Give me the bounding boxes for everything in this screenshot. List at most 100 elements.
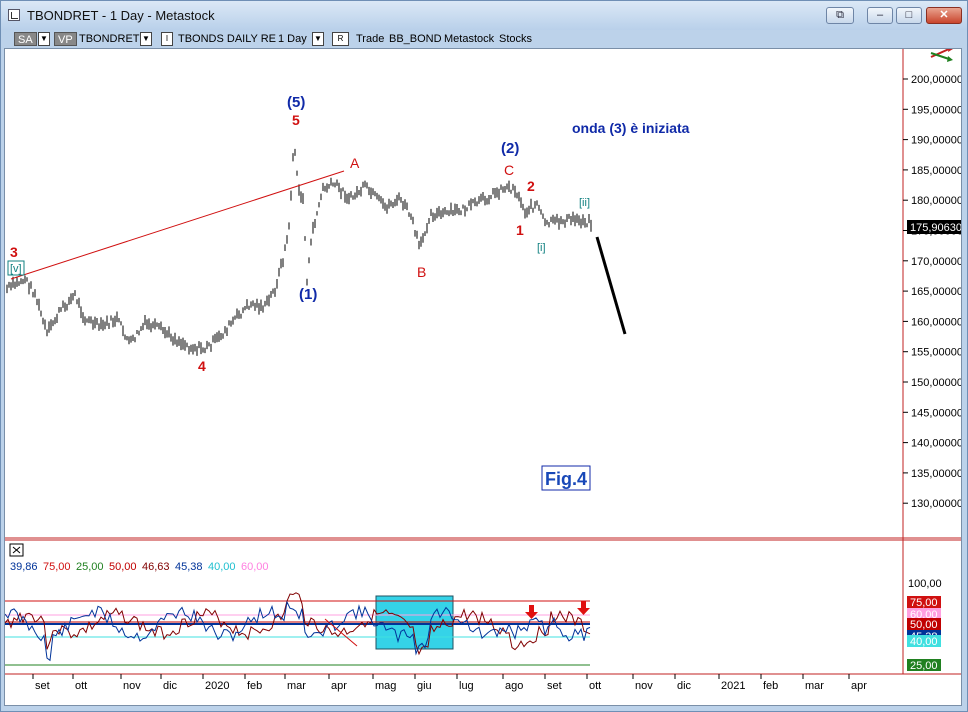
time-tick-label: giu [417, 680, 432, 692]
indicator-value: 45,38 [175, 561, 203, 573]
sa-button[interactable]: SA [14, 32, 37, 46]
chart-area[interactable]: 200,00000 195,00000 190,00000 185,00000 180,… [4, 48, 962, 706]
time-tick-label: set [35, 680, 50, 692]
wave-label-i[interactable]: [i] [537, 242, 546, 254]
projection-line[interactable] [595, 236, 627, 335]
time-axis: set ott nov dic 2020 feb mar apr mag giu lug ago set… [32, 674, 867, 692]
fig-label-box [541, 465, 591, 491]
wave-label-a[interactable]: A [350, 155, 360, 171]
oscillator-line [5, 592, 591, 656]
trendline[interactable] [10, 170, 345, 280]
chart-window-icon[interactable] [8, 9, 20, 21]
indicator-badge [907, 608, 941, 620]
wave-label-1[interactable]: 1 [516, 222, 524, 238]
maximize-button[interactable]: □ [896, 7, 922, 24]
time-tick-label: ott [75, 680, 87, 692]
trade-label[interactable]: Trade [356, 33, 385, 45]
price-tick-label: 180,00000 [911, 195, 961, 207]
indicator-value: 75,00 [43, 561, 71, 573]
oscillator-trendline [324, 618, 358, 647]
indicator-values: 39,86 75,00 25,00 50,00 46,63 45,38 40,00 60,00 [10, 561, 269, 573]
time-tick-label: 2021 [721, 680, 745, 692]
close-button[interactable]: ✕ [926, 7, 962, 24]
time-tick-label: mar [287, 680, 306, 692]
time-tick-label: nov [635, 680, 653, 692]
time-tick-label: mar [805, 680, 824, 692]
indicator-value: 40,00 [208, 561, 236, 573]
oscillator-lines [5, 592, 591, 662]
symbol-label: TBONDRET [79, 33, 140, 45]
time-tick-label: dic [677, 680, 692, 692]
chart-svg[interactable]: 200,00000 195,00000 190,00000 185,00000 180,… [5, 49, 961, 705]
indicator-value: 60,00 [241, 561, 269, 573]
price-tick-label: 190,00000 [911, 135, 961, 147]
time-tick-label: ott [589, 680, 601, 692]
wave-label-5[interactable]: 5 [292, 112, 300, 128]
price-tick-label: 160,00000 [911, 316, 961, 328]
wave-label-4[interactable]: 4 [198, 358, 206, 374]
sa-dropdown-icon[interactable]: ▼ [38, 32, 50, 46]
last-value-badge [907, 220, 961, 234]
minimize-button[interactable]: – [867, 7, 893, 24]
indicator-badge-text: 40,00 [910, 636, 938, 648]
wave-label-v[interactable]: [v] [10, 263, 22, 275]
title-bar[interactable]: TBONDRET - 1 Day - Metastock ⧉ – □ ✕ [1, 1, 967, 30]
time-tick-label: feb [763, 680, 778, 692]
down-arrow-icon[interactable] [577, 601, 590, 615]
wave-label-3[interactable]: 3 [10, 244, 18, 260]
indicator-value: 50,00 [109, 561, 137, 573]
price-tick-label: 200,00000 [911, 74, 961, 86]
trend-arrows-icon[interactable] [930, 49, 953, 62]
down-arrow-icon[interactable] [525, 605, 538, 619]
time-tick-label: mag [375, 680, 396, 692]
price-tick-label: 130,00000 [911, 498, 961, 510]
price-tick-label: 145,00000 [911, 407, 961, 419]
wave-comment[interactable]: onda (3) è iniziata [572, 120, 690, 136]
indicator-badge [907, 596, 941, 608]
indicator-badge [907, 659, 941, 671]
security-name: TBONDS DAILY RE [178, 33, 277, 45]
time-tick-label: set [547, 680, 562, 692]
period-dropdown-icon[interactable]: ▼ [312, 32, 324, 46]
r-button[interactable]: R [332, 32, 349, 46]
price-tick-label: 150,00000 [911, 377, 961, 389]
wave-v-box [7, 260, 25, 276]
price-axis: 200,00000 195,00000 190,00000 185,00000 180,… [903, 74, 961, 510]
wave-label-b[interactable]: B [417, 264, 426, 280]
wave-label-2-bracket[interactable]: (2) [501, 140, 519, 157]
restore-down-button[interactable]: ⧉ [826, 7, 854, 24]
time-tick-label: feb [247, 680, 262, 692]
oscillator-line [5, 600, 591, 662]
price-panel[interactable] [5, 49, 903, 538]
period-label: 1 Day [278, 33, 307, 45]
window-title: TBONDRET - 1 Day - Metastock [27, 8, 215, 23]
wave-label-5-bracket[interactable]: (5) [287, 94, 305, 111]
stocks-label: Stocks [499, 33, 533, 45]
time-tick-label: 2020 [205, 680, 229, 692]
wave-label-ii[interactable]: [ii] [579, 197, 590, 209]
fig-label[interactable]: Fig.4 [545, 469, 587, 489]
wave-label-c[interactable]: C [504, 162, 514, 178]
indicator-badge-text: 75,00 [910, 597, 938, 609]
i-button[interactable]: I [161, 32, 173, 46]
app-label: Metastock [444, 33, 495, 45]
indicator-value: 25,00 [76, 561, 104, 573]
time-tick-label: ago [505, 680, 523, 692]
indicator-value: 39,86 [10, 561, 38, 573]
symbol-dropdown-icon[interactable]: ▼ [140, 32, 152, 46]
time-tick-label: dic [163, 680, 178, 692]
price-tick-label: 140,00000 [911, 438, 961, 450]
vp-button[interactable]: VP [54, 32, 77, 46]
price-tick-label: 170,00000 [911, 256, 961, 268]
indicator-axis-100: 100,00 [908, 578, 942, 590]
chart-toolbar: SA ▼ VP TBONDRET ▼ I TBONDS DAILY RE 1 D… [5, 30, 963, 48]
last-value-text: 175,90630 [910, 222, 961, 234]
wave-label-2[interactable]: 2 [527, 178, 535, 194]
time-tick-label: apr [331, 680, 347, 692]
indicator-badge-text: 50,00 [910, 619, 938, 631]
wave-label-1-bracket[interactable]: (1) [299, 286, 317, 303]
indicator-badge [907, 635, 941, 647]
broker-label: BB_BOND [389, 33, 442, 45]
